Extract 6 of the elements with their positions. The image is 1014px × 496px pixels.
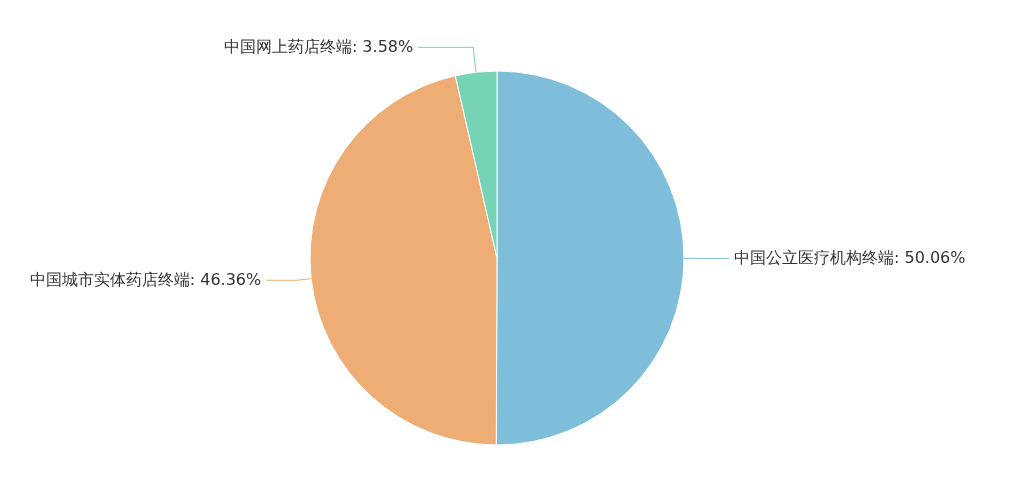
slice-label: 中国城市实体药店终端 [29,269,190,289]
data-label: : 3.58% [351,36,414,56]
data-label: : 46.36% [189,269,262,289]
slice-label: 中国公立医疗机构终端 [734,247,894,267]
slice-label: 中国网上药店终端 [223,36,352,56]
data-label: : 50.06% [894,247,966,267]
